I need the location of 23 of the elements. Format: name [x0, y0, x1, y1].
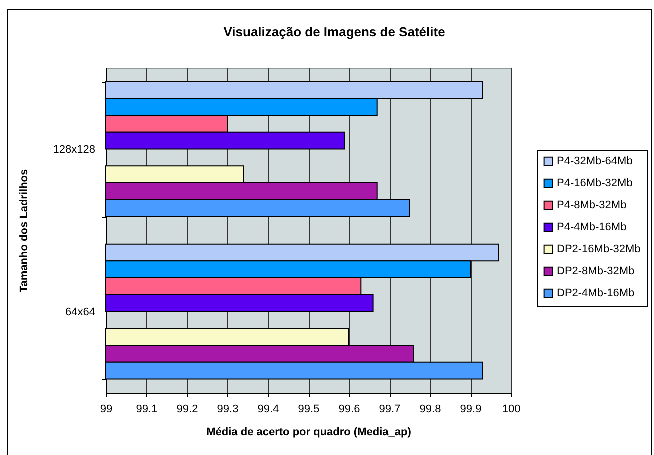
x-tick-label: 99.7 [379, 404, 401, 416]
legend-label: DP2-16Mb-32Mb [557, 244, 641, 256]
y-tick-label: 64x64 [66, 306, 96, 318]
y-axis-title: Tamanho dos Ladrilhos [18, 169, 30, 293]
x-tick-label: 99.8 [420, 404, 442, 416]
x-tick-label: 99.9 [460, 404, 482, 416]
x-tick-label: 99.3 [217, 404, 239, 416]
legend-label: P4-4Mb-16Mb [557, 222, 627, 234]
legend-label: P4-8Mb-32Mb [557, 200, 627, 212]
legend-label: DP2-8Mb-32Mb [557, 266, 635, 278]
x-tick-label: 99.5 [298, 404, 320, 416]
x-tick-label: 99 [100, 404, 113, 416]
x-axis-title: Média de acerto por quadro (Media_ap) [206, 426, 412, 438]
x-tick-label: 100 [502, 404, 521, 416]
legend-label: P4-16Mb-32Mb [557, 178, 633, 190]
chart-title: Visualização de Imagens de Satélite [224, 24, 446, 40]
x-tick-label: 99.6 [338, 404, 360, 416]
x-tick-label: 99.4 [258, 404, 280, 416]
x-tick-label: 99.2 [176, 404, 198, 416]
y-tick-label: 128x128 [53, 144, 96, 156]
legend-label: P4-32Mb-64Mb [557, 156, 633, 168]
x-tick-label: 99.1 [136, 404, 158, 416]
legend-label: DP2-4Mb-16Mb [557, 288, 635, 300]
